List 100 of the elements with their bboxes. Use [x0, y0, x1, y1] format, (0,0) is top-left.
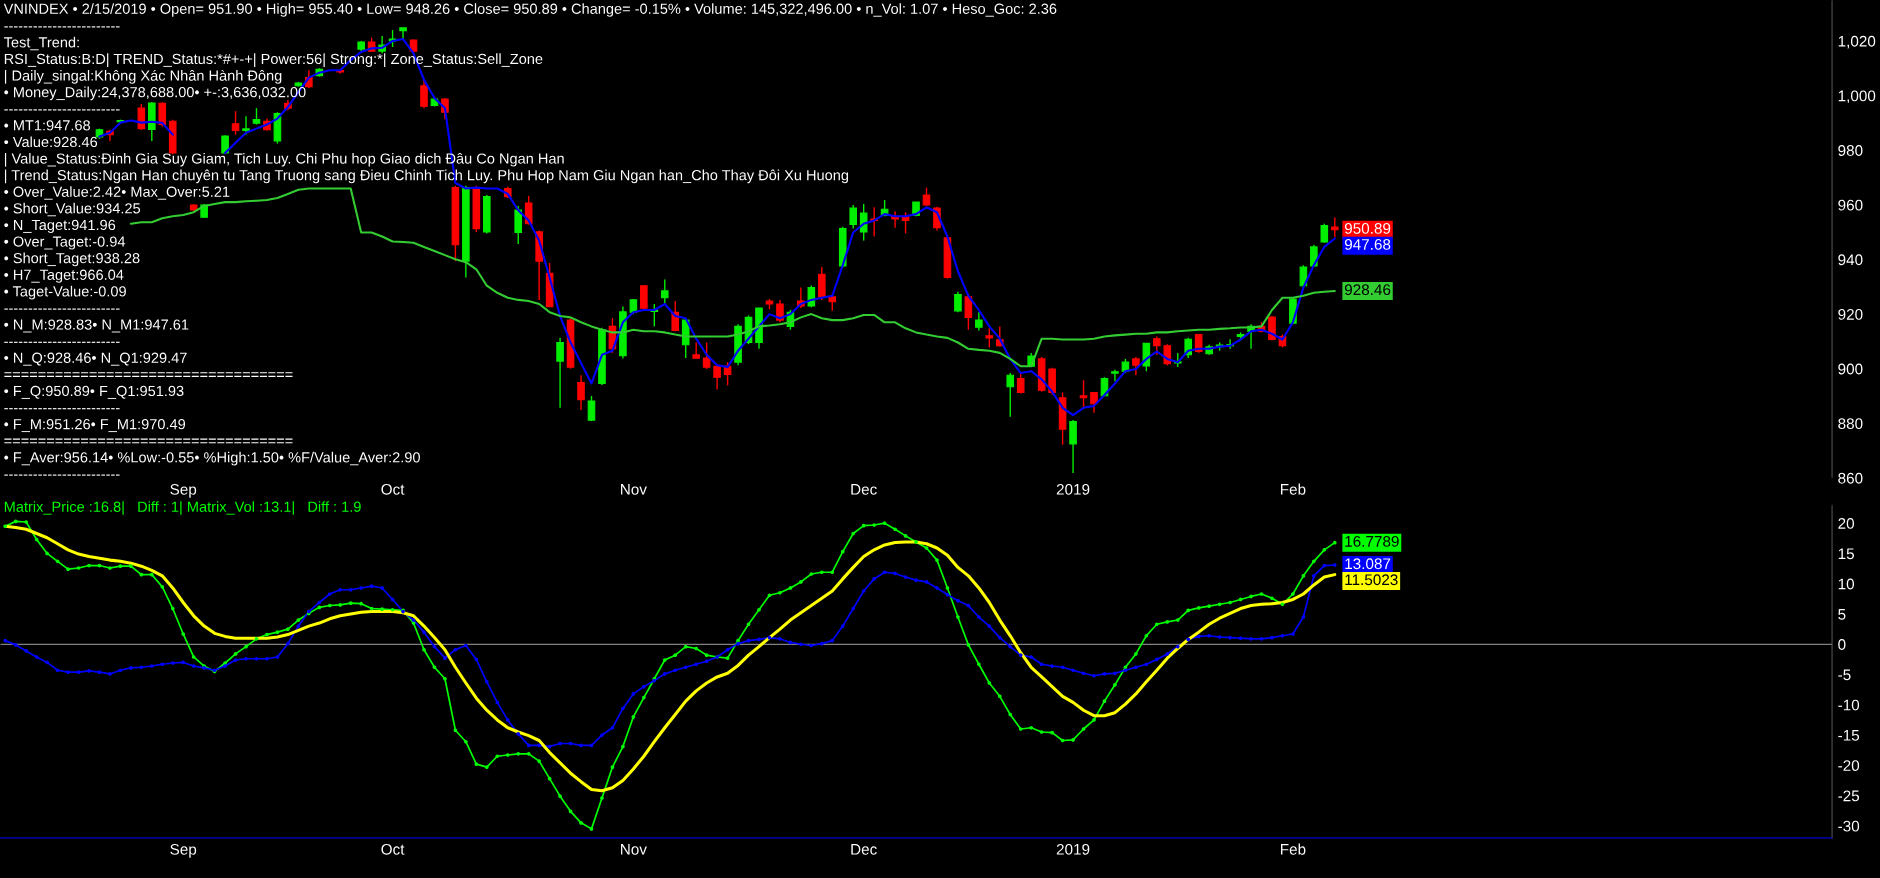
y-tick-label: -20	[1838, 760, 1860, 772]
candlestick	[1069, 419, 1077, 474]
y-tick-label: 920	[1838, 308, 1863, 320]
annotation: • N_M:928.83• N_M1:947.61	[4, 319, 189, 333]
candlestick	[1048, 366, 1056, 396]
candlestick	[640, 284, 648, 311]
annotation: • Short_Value:934.25	[4, 202, 141, 217]
annotation: ------------------------	[4, 474, 120, 476]
annotation: • N_Taget:941.96	[4, 219, 116, 233]
candlestick	[231, 110, 240, 136]
x-tick-label: 2019	[1056, 483, 1090, 495]
y-tick-label: -15	[1838, 730, 1860, 741]
candlestick	[922, 186, 931, 207]
data-label: 928.46	[1344, 284, 1391, 296]
annotation: | Daily_singal:Không Xác Nhân Hành Đông	[4, 69, 282, 84]
annotation: ------------------------	[4, 26, 120, 28]
y-tick-label: 5	[1838, 609, 1846, 620]
annotation: • F_Q:950.89• F_Q1:951.93	[4, 385, 184, 399]
candlestick	[1268, 315, 1276, 342]
annotation: Test_Trend:	[3, 36, 79, 51]
candlestick	[1320, 223, 1329, 244]
y-tick-label: 1,020	[1838, 35, 1876, 49]
y-tick-label: 860	[1838, 472, 1863, 484]
candlestick	[1090, 391, 1098, 414]
annotation: • Value:928.46	[4, 136, 98, 148]
annotation: • Over_Value:2.42• Max_Over:5.21	[4, 186, 230, 200]
annotation: ------------------------	[4, 341, 120, 343]
x-tick-label: Dec	[851, 844, 877, 855]
y-tick-label: 960	[1838, 199, 1863, 211]
candlestick	[818, 266, 826, 301]
y-tick-label: 880	[1838, 418, 1863, 430]
x-tick-label: Nov	[621, 484, 647, 495]
y-tick-label: 0	[1838, 639, 1846, 650]
candlestick	[514, 205, 523, 245]
y-tick-label: 980	[1838, 145, 1863, 156]
data-label: 947.68	[1344, 239, 1391, 250]
candlestick	[702, 341, 711, 370]
candlestick	[1132, 356, 1140, 376]
candlestick	[1330, 216, 1339, 238]
x-tick-label: 2019	[1056, 843, 1090, 855]
chart-title: Matrix_Price :16.8| Diff : 1| Matrix_Vol :13.1| Diff : 1.9	[4, 501, 361, 515]
annotation: • Taget-Value:-0.09	[4, 285, 126, 300]
annotation: • F_M:951.26• F_M1:970.49	[4, 418, 186, 433]
x-tick-label: Oct	[381, 843, 405, 855]
candlestick	[776, 299, 784, 323]
candlestick	[660, 278, 669, 305]
annotation: ==================================	[4, 438, 293, 444]
annotation: • Short_Taget:938.28	[4, 252, 140, 267]
candlestick	[713, 365, 721, 391]
candlestick	[1111, 369, 1119, 382]
candlestick	[420, 79, 428, 109]
candlestick	[577, 374, 585, 411]
candlestick	[975, 311, 983, 332]
annotation: • N_Q:928.46• N_Q1:929.47	[4, 352, 187, 366]
data-label: 11.5023	[1345, 574, 1398, 586]
y-tick-label: 940	[1838, 254, 1863, 266]
annotation: ------------------------	[4, 109, 120, 111]
x-tick-label: Nov	[621, 844, 647, 855]
candlestick	[556, 337, 564, 409]
annotation: • H7_Taget:966.04	[4, 269, 124, 283]
candlestick	[859, 203, 868, 242]
candlestick	[1142, 342, 1151, 372]
text: 950.89	[1344, 223, 1391, 234]
y-tick-label: 1,000	[1838, 90, 1876, 104]
y-tick-label: 20	[1838, 518, 1855, 529]
candlestick	[954, 291, 962, 313]
y-tick-label: -30	[1838, 820, 1860, 832]
candlestick	[671, 300, 680, 333]
x-tick-label: Dec	[851, 484, 877, 495]
x-tick-label: Sep	[170, 843, 197, 858]
annotation: • Over_Taget:-0.94	[4, 236, 126, 250]
x-tick-label: Feb	[1281, 843, 1306, 855]
data-label: 13.087	[1345, 558, 1391, 570]
y-tick-label: -5	[1838, 669, 1851, 681]
annotation: • MT1:947.68	[4, 120, 91, 131]
annotation: • F_Aver:956.14• %Low:-0.55• %High:1.50• %F/Value_Aver:2.90	[4, 451, 420, 466]
x-tick-label: Feb	[1281, 483, 1306, 495]
candlestick	[587, 395, 596, 422]
annotation: ------------------------	[4, 308, 120, 310]
candlestick	[692, 341, 700, 360]
annotation: ------------------------	[4, 408, 120, 410]
candlestick	[1079, 379, 1088, 409]
y-tick-label: 900	[1838, 363, 1863, 375]
x-tick-label: Oct	[381, 483, 405, 495]
candlestick	[985, 327, 994, 349]
candlestick	[1016, 372, 1025, 395]
x-tick-label: Sep	[170, 483, 197, 498]
data-label: 16.7789	[1345, 535, 1399, 547]
y-tick-label: 15	[1838, 548, 1854, 560]
candlestick	[849, 204, 858, 230]
candlestick	[137, 103, 146, 131]
candlestick	[1153, 335, 1161, 356]
y-tick-label: -25	[1838, 790, 1860, 802]
candlestick	[242, 115, 250, 136]
y-tick-label: 10	[1838, 578, 1855, 590]
y-tick-label: -10	[1838, 699, 1860, 711]
candlestick	[524, 195, 533, 226]
candlestick	[158, 101, 167, 128]
candlestick	[1006, 372, 1015, 418]
chart-title: VNINDEX • 2/15/2019 • Open= 951.90 • High= 955.40 • Low= 948.26 • Close= 950.89 • Change= -0.15% • Volume: 145,322,496.00 • n_Vol: 1.07 • Heso_Goc: 2.36	[3, 3, 1057, 17]
